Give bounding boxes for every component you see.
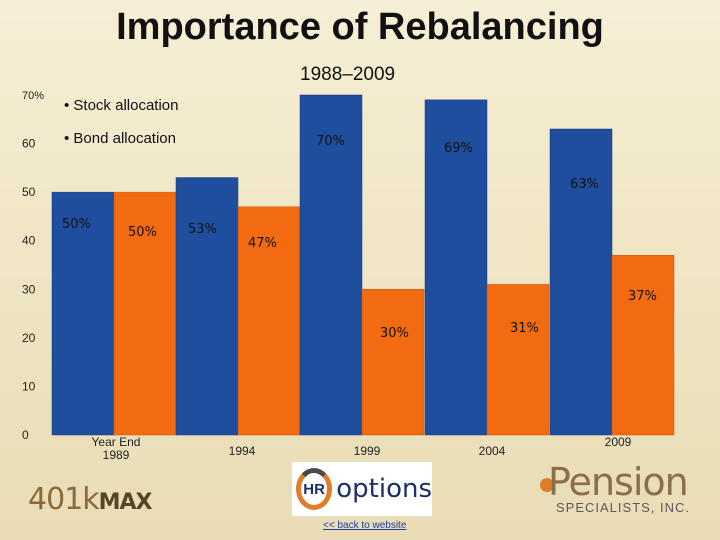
page-subtitle: 1988–2009	[300, 64, 396, 85]
bond-value-label: 47%	[248, 236, 277, 251]
y-tick-label: 70%	[22, 90, 44, 102]
back-to-website-link[interactable]: << back to website	[323, 520, 407, 531]
stock-bar	[175, 177, 239, 436]
x-category-label: 2009	[605, 435, 632, 449]
hr-ring-icon: HR	[296, 468, 333, 510]
logo-401k-text: 401k	[28, 482, 100, 517]
y-tick-label: 0	[22, 428, 29, 442]
stock-bar	[51, 191, 115, 436]
logo-max-text: MAX	[98, 490, 153, 515]
legend-stock: • Stock allocation	[64, 97, 179, 114]
bond-bar	[361, 289, 425, 436]
y-tick-label: 10	[22, 379, 36, 393]
logo-hr-options: HR options	[292, 462, 432, 516]
bond-bar	[113, 191, 177, 436]
logo-401kmax: 401kMAX	[28, 482, 153, 517]
pension-sub: SPECIALISTS, INC.	[556, 500, 691, 515]
x-category-label: Year End	[92, 435, 141, 449]
bond-value-label: 31%	[510, 321, 539, 336]
stock-bar	[299, 94, 363, 436]
x-category-label: 1999	[354, 444, 381, 458]
stock-value-label: 53%	[188, 222, 217, 237]
hr-options-word: options	[336, 474, 432, 504]
y-tick-label: 40	[22, 234, 36, 248]
stock-bar	[549, 128, 613, 436]
stock-value-label: 70%	[316, 134, 345, 149]
bond-value-label: 50%	[128, 225, 157, 240]
y-tick-label: 20	[22, 331, 36, 345]
x-category-label: 1994	[229, 444, 256, 458]
stock-value-label: 63%	[570, 177, 599, 192]
bond-bar	[237, 206, 301, 436]
legend-bond: • Bond allocation	[64, 130, 176, 147]
pension-dot-icon	[540, 478, 554, 492]
page-title: Importance of Rebalancing	[116, 6, 604, 48]
y-tick-label: 60	[22, 137, 36, 151]
x-category-label: 2004	[479, 444, 506, 458]
hr-badge-text: HR	[303, 480, 325, 498]
pension-word: Pension	[548, 460, 689, 504]
bond-bar	[611, 255, 675, 436]
stock-value-label: 69%	[444, 141, 473, 156]
logo-pension-specialists: Pension SPECIALISTS, INC.	[540, 460, 700, 520]
y-tick-label: 30	[22, 282, 36, 296]
bond-value-label: 30%	[380, 326, 409, 341]
bond-bar	[486, 284, 550, 436]
stock-bar	[424, 99, 488, 436]
x-category-label: 1989	[103, 448, 130, 462]
bond-value-label: 37%	[628, 289, 657, 304]
y-tick-label: 50	[22, 185, 36, 199]
stock-value-label: 50%	[62, 217, 91, 232]
